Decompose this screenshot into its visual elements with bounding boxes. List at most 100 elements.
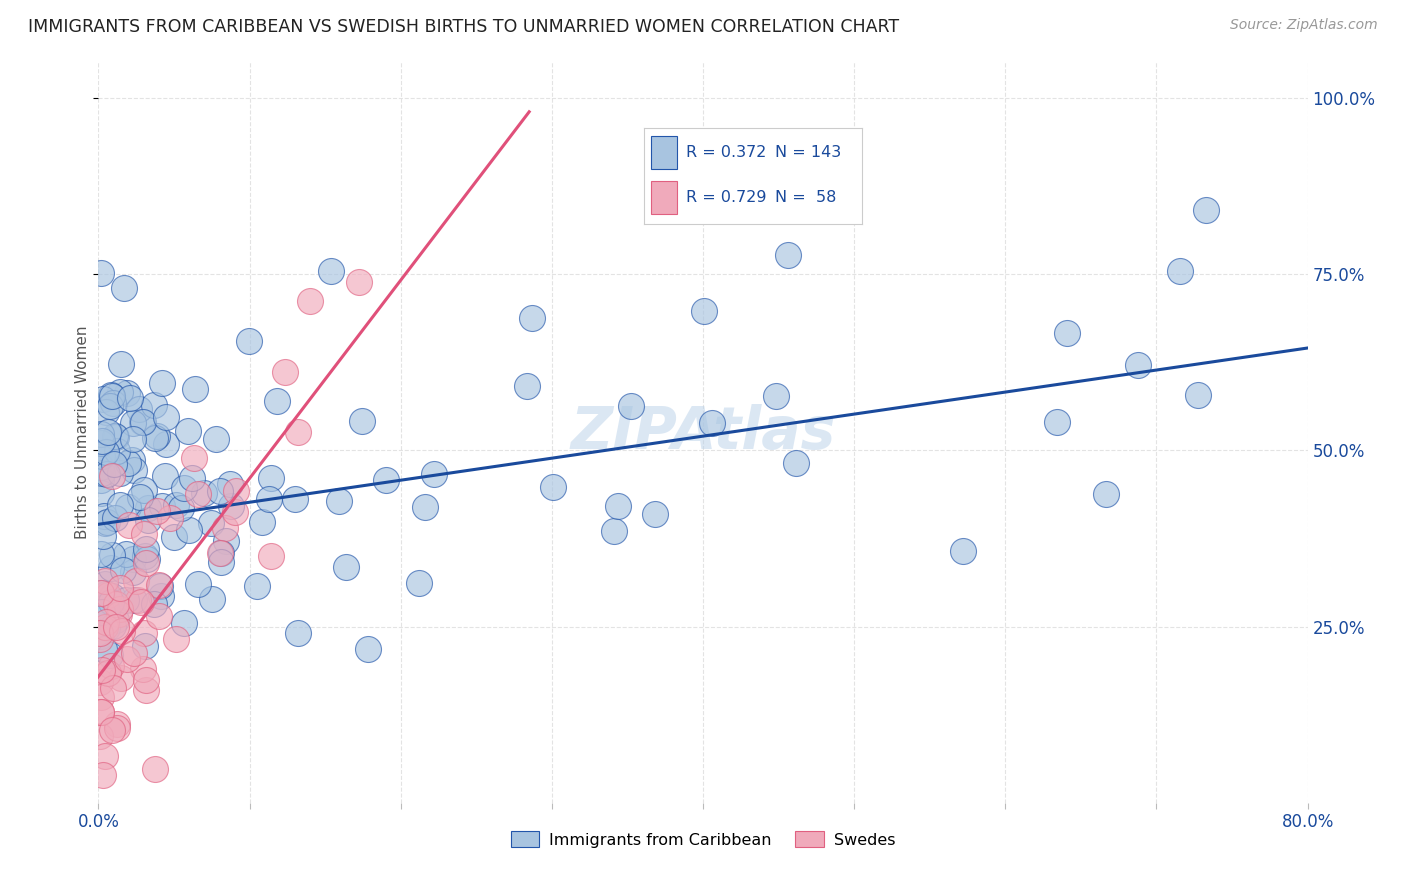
Point [90, 459, 112, 474]
Point [91, 434, 114, 448]
Point [125, 574, 148, 588]
Point [408, 576, 430, 591]
Point [89, 626, 111, 640]
Point [101, 396, 124, 410]
Point [91, 767, 114, 781]
Point [131, 415, 153, 429]
FancyBboxPatch shape [651, 181, 678, 214]
Point [89, 632, 111, 647]
Point [201, 591, 224, 606]
Point [335, 559, 357, 574]
Point [96, 604, 118, 618]
Point [352, 414, 374, 428]
Point [128, 490, 150, 504]
Point [644, 507, 666, 521]
Point [132, 663, 155, 677]
Point [702, 416, 724, 430]
Point [260, 549, 283, 564]
Point [90, 473, 112, 487]
Point [1056, 326, 1078, 340]
Point [105, 716, 128, 731]
Point [89, 730, 111, 744]
Point [97, 665, 120, 680]
Point [94, 600, 117, 615]
Point [193, 485, 215, 500]
Point [121, 416, 143, 430]
Point [136, 513, 159, 527]
Point [266, 394, 288, 409]
Point [101, 681, 124, 696]
Point [117, 500, 139, 514]
Point [205, 432, 228, 446]
Point [423, 467, 446, 481]
Point [132, 483, 155, 497]
Point [778, 248, 800, 262]
Point [136, 551, 159, 566]
Point [104, 511, 127, 525]
Point [143, 598, 166, 612]
Point [225, 483, 247, 498]
Point [219, 477, 242, 491]
Point [209, 546, 232, 560]
Point [94, 749, 117, 764]
Point [105, 721, 128, 735]
Point [375, 473, 398, 487]
Point [110, 466, 132, 480]
Point [103, 457, 125, 471]
Point [110, 671, 132, 685]
Point [122, 552, 145, 566]
Point [104, 430, 127, 444]
Point [105, 597, 128, 611]
Point [143, 398, 166, 412]
Point [114, 547, 136, 561]
Point [284, 492, 307, 507]
Point [143, 431, 166, 445]
Point [257, 491, 280, 506]
Point [100, 388, 122, 402]
Point [94, 516, 117, 530]
Text: ZIPAtlas: ZIPAtlas [571, 404, 835, 461]
Point [135, 673, 157, 687]
Point [100, 560, 122, 574]
Point [163, 530, 186, 544]
Text: R = 0.372: R = 0.372 [686, 145, 766, 161]
Point [90, 629, 112, 643]
Point [122, 565, 145, 579]
Point [238, 334, 260, 348]
Point [173, 616, 195, 631]
Point [607, 499, 630, 513]
Point [357, 641, 380, 656]
Point [136, 500, 159, 515]
Point [148, 578, 170, 592]
Point [520, 311, 543, 326]
Point [90, 585, 112, 599]
Point [91, 392, 114, 406]
Point [148, 609, 170, 624]
Point [165, 498, 187, 512]
Point [150, 500, 173, 514]
Point [100, 399, 122, 413]
Point [173, 481, 195, 495]
Point [1126, 359, 1149, 373]
Point [328, 493, 350, 508]
Point [105, 613, 128, 627]
Point [94, 587, 117, 601]
Point [101, 388, 124, 402]
Point [94, 445, 117, 459]
Point [1168, 263, 1191, 277]
Point [134, 527, 156, 541]
Point [183, 450, 205, 465]
Point [274, 366, 297, 380]
Point [104, 619, 127, 633]
Point [765, 389, 787, 403]
Point [93, 642, 115, 657]
Point [250, 516, 273, 530]
Point [187, 487, 209, 501]
Point [90, 585, 112, 599]
Point [90, 427, 112, 442]
Point [245, 579, 267, 593]
Point [90, 436, 112, 450]
Point [129, 595, 152, 609]
Point [104, 428, 127, 442]
Point [90, 705, 112, 719]
